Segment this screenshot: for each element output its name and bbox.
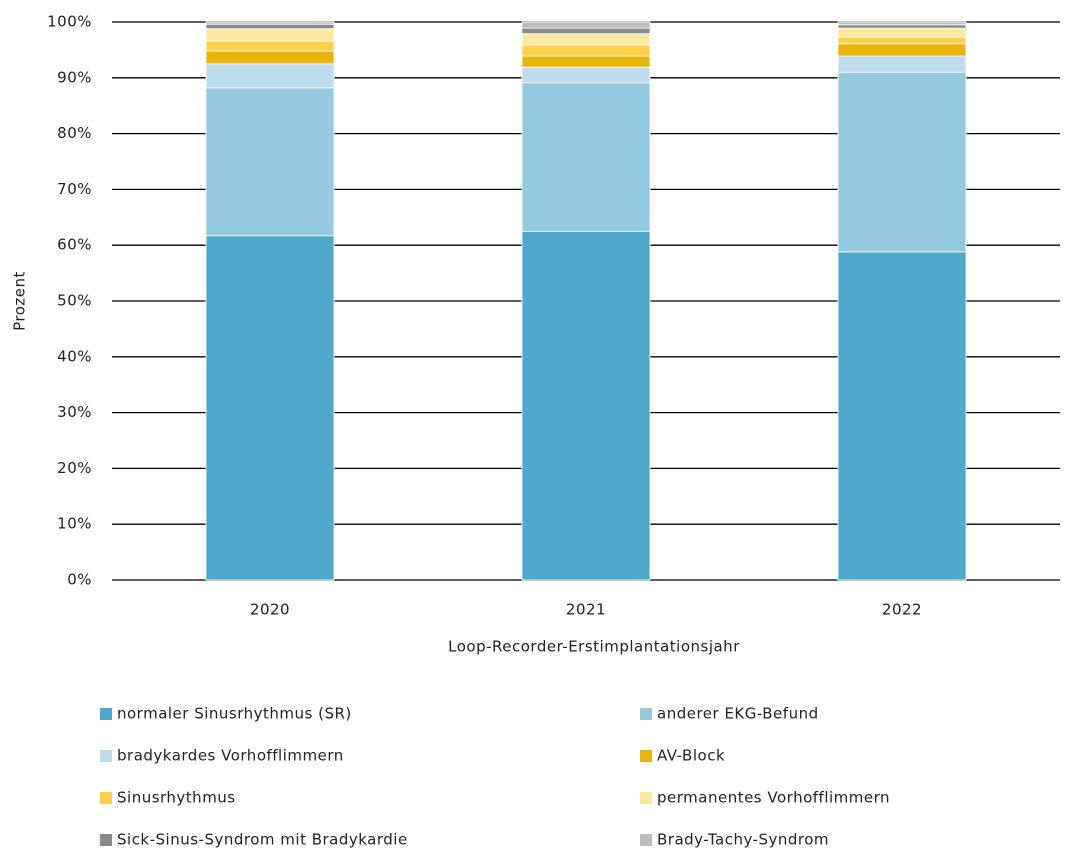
legend-swatch [100, 834, 112, 846]
bar-segment [521, 82, 651, 232]
bar-segment [521, 55, 651, 68]
legend-label: normaler Sinusrhythmus (SR) [117, 705, 352, 723]
legend-swatch [100, 708, 112, 720]
x-tick-label: 2021 [566, 601, 606, 619]
legend-swatch [640, 792, 652, 804]
legend-label: Brady-Tachy-Syndrom [657, 831, 829, 849]
bar-segment [837, 21, 967, 26]
y-tick-label: 20% [57, 459, 92, 477]
y-tick-label: 90% [57, 68, 92, 86]
y-tick-label: 100% [47, 13, 92, 31]
y-tick-label: 80% [57, 124, 92, 142]
legend-label: anderer EKG-Befund [657, 705, 819, 723]
bar-segment [837, 36, 967, 45]
y-tick-label: 10% [57, 515, 92, 533]
y-tick-label: 50% [57, 292, 92, 310]
x-tick-label: 2022 [882, 601, 922, 619]
bar-segment [837, 251, 967, 581]
legend-swatch [640, 834, 652, 846]
legend-swatch [100, 792, 112, 804]
bar-segment [521, 33, 651, 46]
legend-label: Sinusrhythmus [117, 789, 236, 807]
legend-swatch [100, 750, 112, 762]
bar-segment [205, 87, 335, 237]
legend-label: Sick-Sinus-Syndrom mit Bradykardie [117, 831, 408, 849]
bar-segment [521, 230, 651, 581]
bar-segment [205, 28, 335, 42]
legend-swatch [640, 750, 652, 762]
bar-segment [837, 55, 967, 73]
bar-segment [205, 21, 335, 25]
bar-segment [837, 71, 967, 253]
bar-segment [837, 24, 967, 29]
bar-segment [205, 23, 335, 30]
y-axis-label: Prozent [11, 271, 29, 331]
bar-segment [521, 66, 651, 84]
legend-label: permanentes Vorhofflimmern [657, 789, 890, 807]
y-tick-label: 40% [57, 347, 92, 365]
y-tick-label: 60% [57, 236, 92, 254]
bar-segment [837, 27, 967, 38]
y-tick-label: 0% [67, 571, 92, 589]
bar-segment [521, 44, 651, 57]
bar-segment [521, 21, 651, 29]
x-axis-label: Loop-Recorder-Erstimplantationsjahr [448, 638, 740, 656]
bar-segment [205, 235, 335, 581]
bar-segment [205, 40, 335, 52]
bar-segment [205, 50, 335, 65]
legend-label: bradykardes Vorhofflimmern [117, 747, 344, 765]
x-tick-label: 2020 [250, 601, 290, 619]
bar-segment [521, 27, 651, 35]
y-tick-label: 30% [57, 403, 92, 421]
legend-swatch [640, 708, 652, 720]
y-tick-label: 70% [57, 180, 92, 198]
bar-segment [837, 43, 967, 57]
legend-label: AV-Block [657, 747, 725, 765]
bar-segment [205, 63, 335, 89]
